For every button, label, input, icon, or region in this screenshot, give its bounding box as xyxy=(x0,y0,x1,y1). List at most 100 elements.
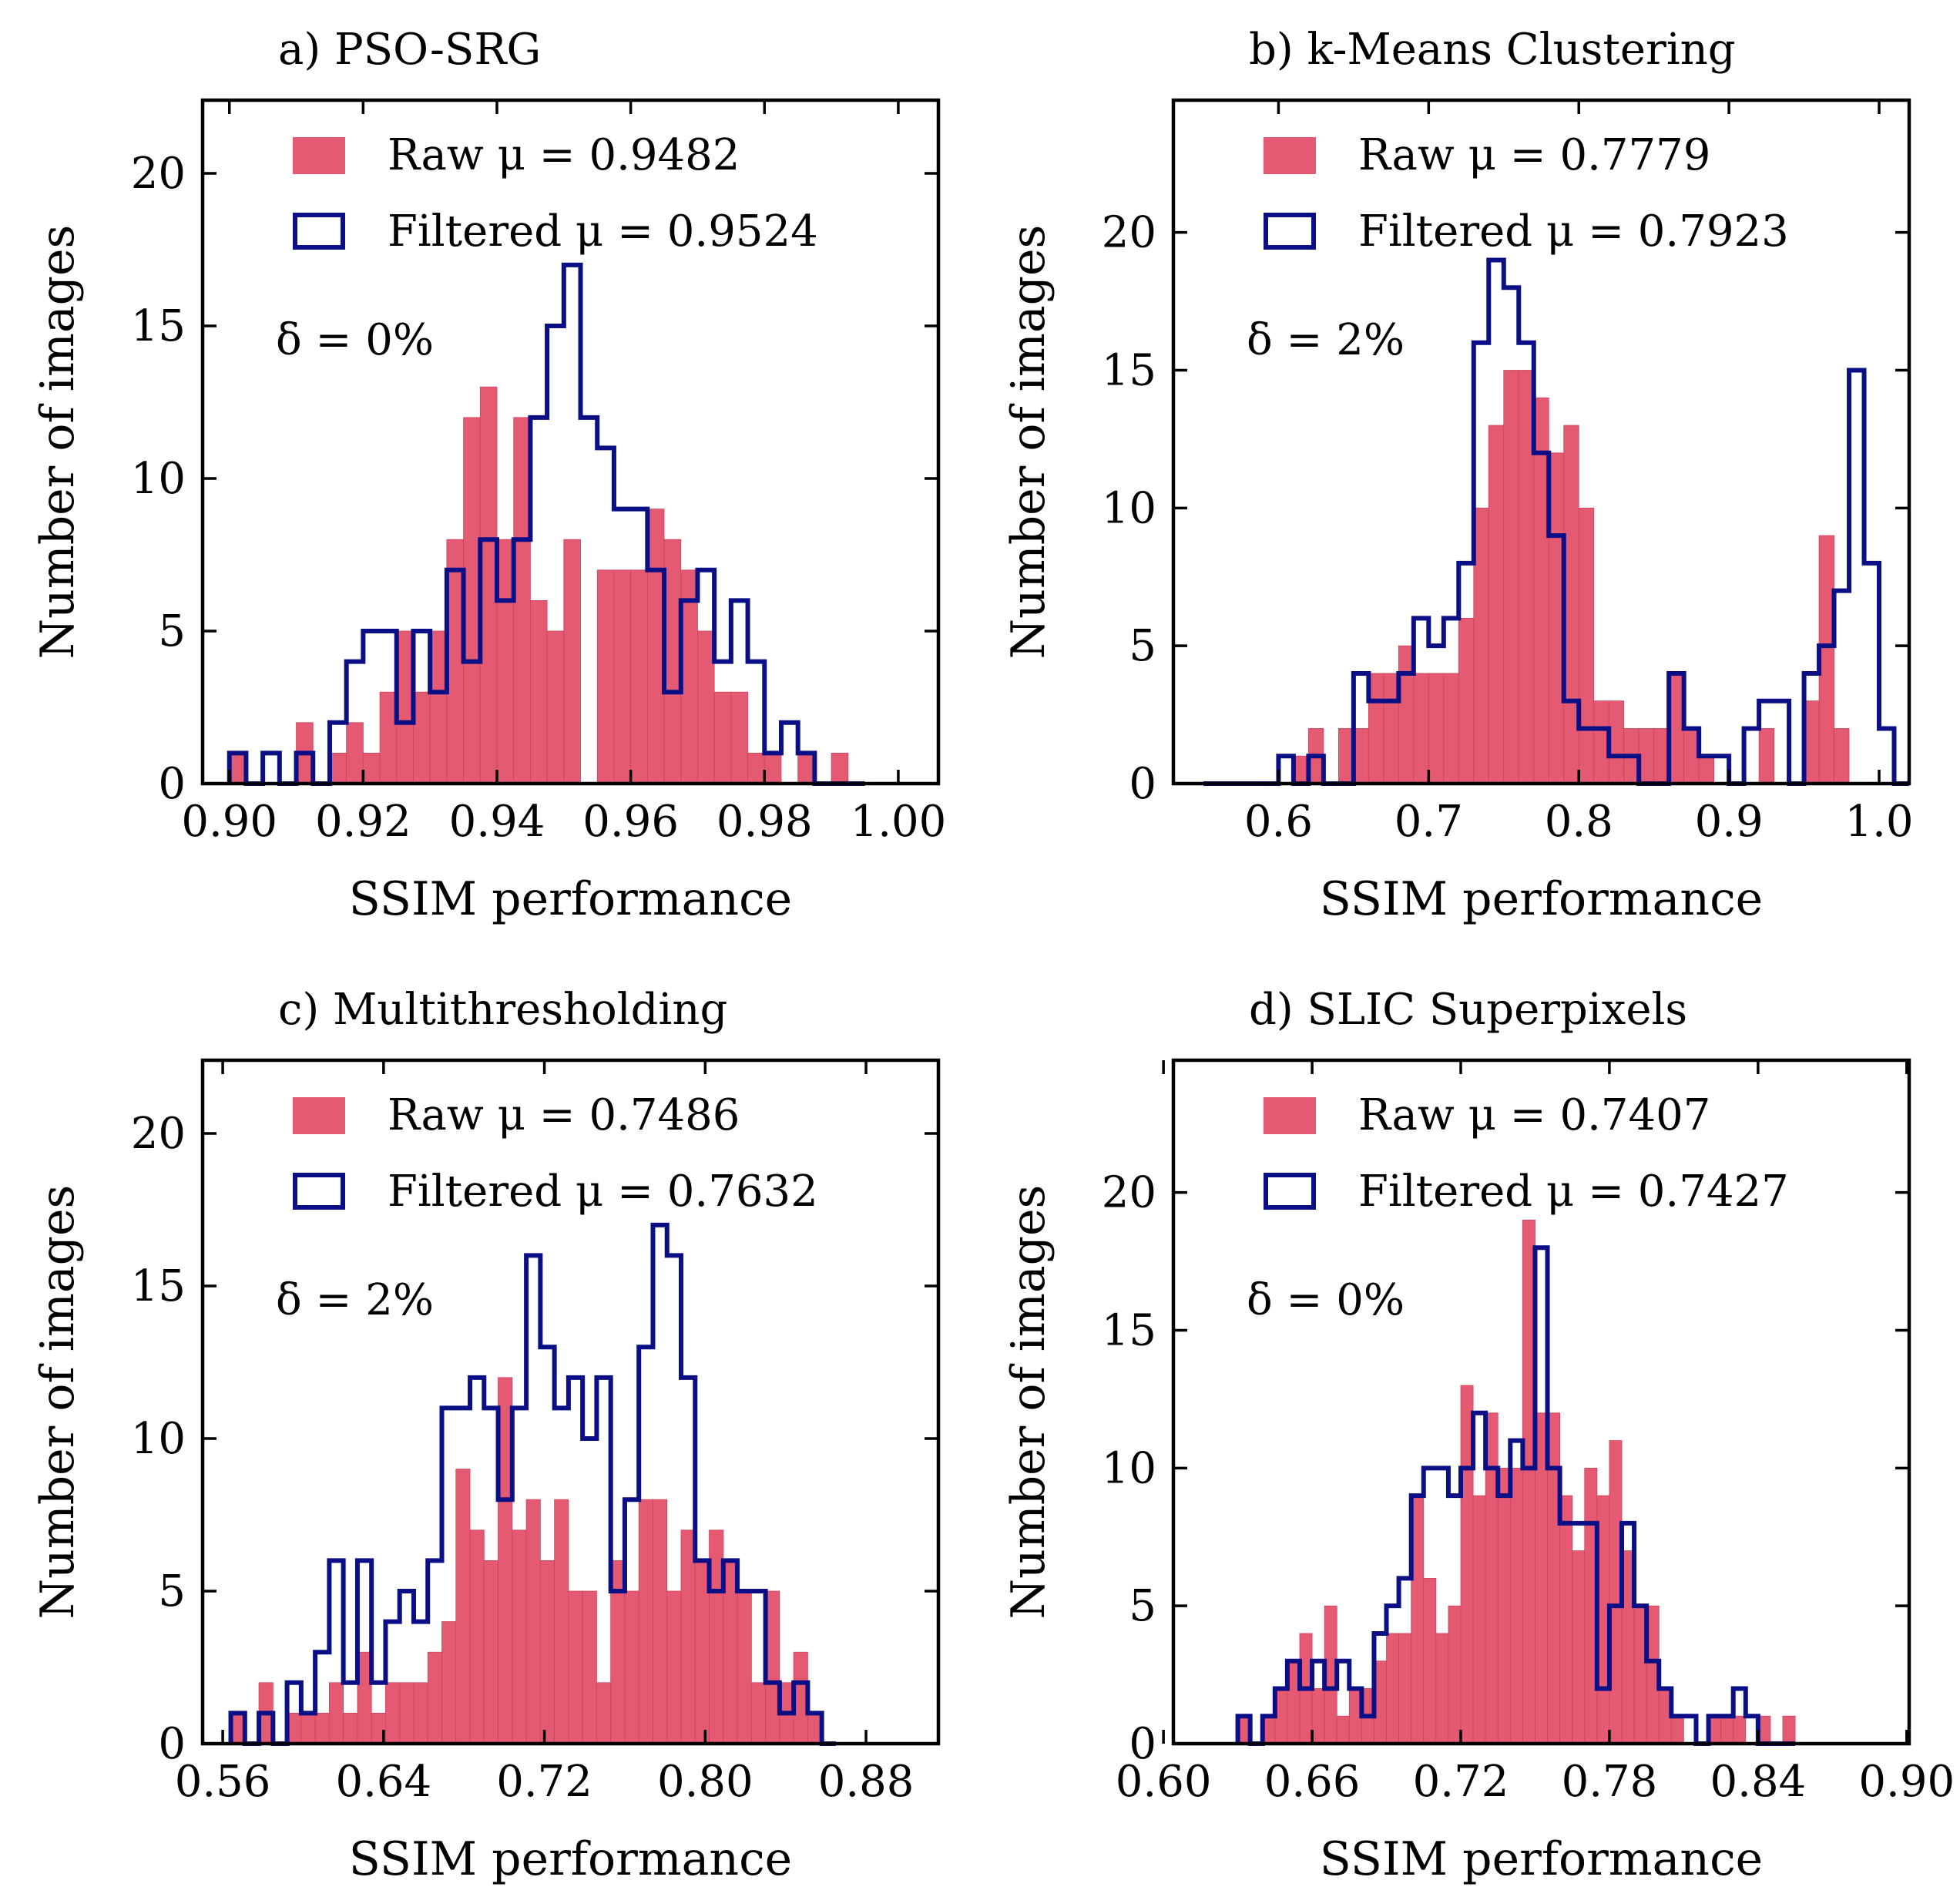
x-tick-label: 0.72 xyxy=(1413,1757,1509,1807)
raw-bar xyxy=(429,630,448,784)
raw-bar xyxy=(797,753,815,784)
raw-bar xyxy=(653,1499,668,1744)
raw-bar xyxy=(512,1529,527,1744)
x-tick-label: 1.00 xyxy=(851,797,947,847)
axes-frame xyxy=(1171,98,1911,786)
raw-bar xyxy=(1733,1715,1747,1744)
x-tick-label: 0.6 xyxy=(1244,797,1313,847)
x-tick-label: 0.96 xyxy=(582,797,679,847)
legend-raw-label: Raw μ = 0.7407 xyxy=(1358,1090,1710,1140)
raw-bar xyxy=(1834,728,1850,784)
x-tick-label: 0.80 xyxy=(657,1757,753,1807)
y-axis-label: Number of images xyxy=(31,225,85,660)
raw-bar xyxy=(1698,755,1715,784)
x-tick-label: 0.9 xyxy=(1695,797,1764,847)
raw-bar xyxy=(624,1590,639,1744)
y-tick-label: 0 xyxy=(158,759,186,809)
y-tick-label: 20 xyxy=(131,1109,186,1159)
y-tick-label: 15 xyxy=(1102,346,1156,396)
raw-bar xyxy=(399,1682,414,1744)
x-tick-label: 0.7 xyxy=(1394,797,1463,847)
raw-bar xyxy=(1488,425,1505,784)
raw-bar xyxy=(1782,1715,1796,1744)
x-tick-label: 0.64 xyxy=(335,1757,431,1807)
raw-bar xyxy=(764,753,782,784)
raw-bar xyxy=(413,1682,428,1744)
raw-bar xyxy=(663,539,682,784)
x-tick-label: 0.56 xyxy=(175,1757,271,1807)
raw-bar xyxy=(646,509,665,784)
y-tick-label: 0 xyxy=(1129,759,1156,809)
raw-bar xyxy=(737,1590,752,1744)
y-axis-label: Number of images xyxy=(1002,225,1056,660)
raw-bar xyxy=(1386,1633,1400,1744)
filtered-step-line xyxy=(228,1222,836,1746)
raw-bar xyxy=(1758,728,1774,784)
raw-bar xyxy=(314,1712,330,1744)
x-tick-label: 0.98 xyxy=(717,797,813,847)
raw-bar xyxy=(229,753,247,784)
legend-raw-swatch xyxy=(1264,1097,1316,1134)
raw-bar xyxy=(469,1529,485,1744)
delta-annotation: δ = 0% xyxy=(1247,1275,1405,1325)
raw-bar xyxy=(441,1621,457,1744)
raw-bar xyxy=(1435,1633,1449,1744)
raw-bar xyxy=(730,691,748,784)
raw-bar xyxy=(596,569,615,784)
raw-bar xyxy=(1572,1550,1586,1744)
y-tick-label: 15 xyxy=(131,1261,186,1311)
raw-bar xyxy=(1398,1633,1412,1744)
raw-bar xyxy=(831,753,849,784)
y-tick-label: 15 xyxy=(1102,1306,1156,1356)
y-tick-label: 10 xyxy=(131,454,186,504)
raw-bar xyxy=(385,1682,401,1744)
legend-filtered-swatch xyxy=(293,1173,345,1210)
axes-frame xyxy=(1171,1058,1911,1746)
x-tick-label: 0.90 xyxy=(181,797,277,847)
x-axis-label: SSIM performance xyxy=(1320,1832,1763,1886)
raw-bar xyxy=(554,1499,569,1744)
panel-d: 0.60 0.66 0.72 0.78 0.84 0.90 0 5 10 15 20 d) SLIC … xyxy=(1002,985,1955,1886)
panel-title: a) PSO-SRG xyxy=(278,25,541,75)
raw-bar xyxy=(1413,673,1429,784)
y-tick-label: 0 xyxy=(1129,1719,1156,1769)
raw-bar xyxy=(1448,1605,1462,1744)
x-tick-label: 0.88 xyxy=(818,1757,915,1807)
panel-c: 0.56 0.64 0.72 0.80 0.88 0 5 10 15 20 c) Multithre… xyxy=(31,985,941,1886)
legend-raw-swatch xyxy=(293,1097,345,1134)
y-tick-label: 5 xyxy=(1129,1581,1156,1631)
x-tick-label: 0.8 xyxy=(1545,797,1613,847)
raw-bar xyxy=(1472,1495,1486,1744)
x-axis-label: SSIM performance xyxy=(349,872,792,926)
raw-bar xyxy=(1311,1688,1325,1744)
raw-bar xyxy=(750,1682,767,1744)
raw-bar xyxy=(1509,1467,1523,1744)
legend-raw-label: Raw μ = 0.7486 xyxy=(388,1090,740,1140)
raw-bar xyxy=(1559,1495,1573,1744)
legend-raw-swatch xyxy=(293,137,345,174)
raw-bar xyxy=(455,1469,471,1744)
legend-filtered-label: Filtered μ = 0.7427 xyxy=(1358,1167,1789,1217)
delta-annotation: δ = 2% xyxy=(276,1275,434,1325)
raw-bar xyxy=(413,691,431,784)
y-tick-label: 15 xyxy=(131,301,186,351)
raw-bar xyxy=(513,417,531,784)
legend-filtered-label: Filtered μ = 0.9524 xyxy=(388,206,818,257)
x-tick-label: 0.66 xyxy=(1264,1757,1361,1807)
raw-bar xyxy=(525,1499,541,1744)
filtered-step-line xyxy=(1235,1245,1796,1746)
x-tick-label: 0.78 xyxy=(1562,1757,1658,1807)
panel-title: b) k-Means Clustering xyxy=(1249,25,1736,75)
x-tick-label: 0.84 xyxy=(1710,1757,1807,1807)
y-axis-label: Number of images xyxy=(1002,1185,1056,1620)
raw-bar xyxy=(396,630,414,784)
raw-bar xyxy=(1458,618,1475,784)
y-tick-label: 20 xyxy=(1102,1168,1156,1218)
y-tick-label: 10 xyxy=(1102,483,1156,533)
panel-title: d) SLIC Superpixels xyxy=(1249,985,1687,1035)
legend-filtered-label: Filtered μ = 0.7632 xyxy=(388,1167,818,1217)
raw-bar xyxy=(446,539,464,784)
legend-filtered-swatch xyxy=(1264,213,1316,250)
raw-bar xyxy=(427,1651,442,1744)
raw-bar xyxy=(329,753,347,784)
